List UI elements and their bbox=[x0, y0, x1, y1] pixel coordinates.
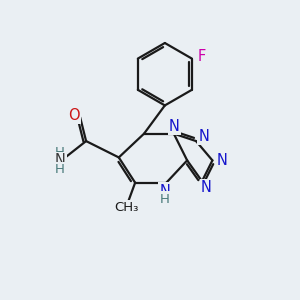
Text: H: H bbox=[55, 163, 65, 176]
Text: N: N bbox=[217, 153, 227, 168]
Text: N: N bbox=[199, 129, 209, 144]
Text: N: N bbox=[169, 119, 180, 134]
Text: N: N bbox=[55, 154, 65, 169]
Text: F: F bbox=[197, 49, 206, 64]
Text: H: H bbox=[160, 193, 170, 206]
Text: H: H bbox=[55, 146, 65, 159]
Text: N: N bbox=[201, 180, 212, 195]
Text: CH₃: CH₃ bbox=[114, 202, 138, 214]
Text: N: N bbox=[159, 184, 170, 199]
Text: O: O bbox=[68, 108, 80, 123]
